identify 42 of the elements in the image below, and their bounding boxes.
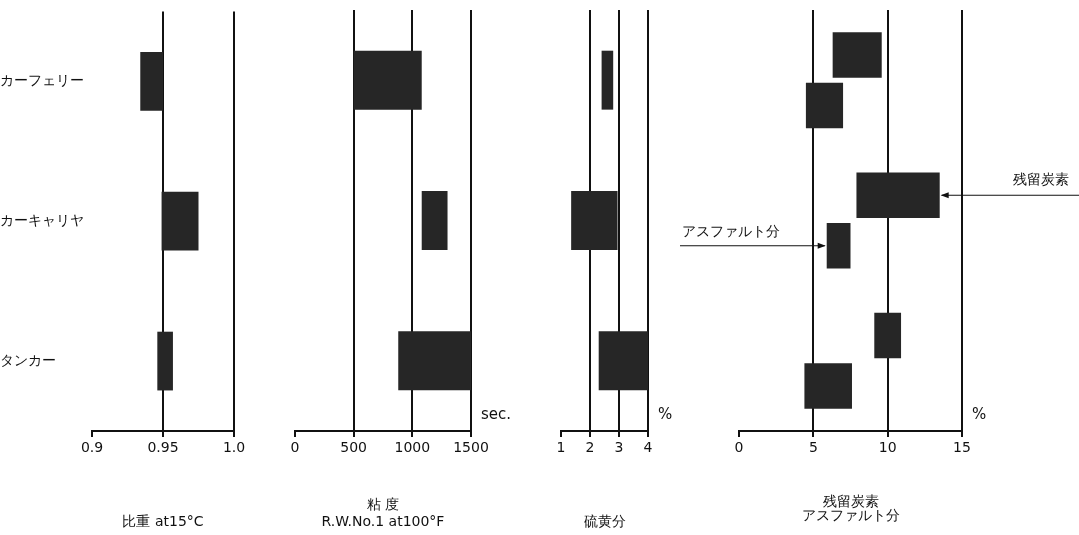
bar bbox=[161, 191, 199, 251]
y-tick-label: タンカー bbox=[0, 351, 56, 368]
bar bbox=[157, 331, 173, 391]
bar bbox=[804, 363, 852, 409]
bar bbox=[353, 50, 422, 110]
text: アスファルト分 bbox=[682, 223, 780, 240]
bar bbox=[571, 191, 618, 250]
y-tick-label: カーキャリヤ bbox=[0, 211, 84, 228]
bar bbox=[832, 32, 882, 78]
bar bbox=[874, 312, 902, 359]
x-tick-label: 3 bbox=[614, 439, 624, 456]
text: 残留炭素 bbox=[1013, 170, 1069, 187]
x-tick-label: 0.9 bbox=[80, 439, 104, 456]
x-tick-label: 10 bbox=[878, 439, 897, 456]
x-axis-title: 比重 at15°C bbox=[122, 513, 204, 530]
x-tick-label: 0 bbox=[290, 439, 300, 456]
text: % bbox=[658, 405, 673, 424]
text: sec. bbox=[481, 405, 512, 424]
x-tick-label: 5 bbox=[808, 439, 818, 456]
x-tick-label: 2 bbox=[585, 439, 595, 456]
x-tick-label: 15 bbox=[953, 439, 971, 456]
bar bbox=[398, 331, 471, 391]
x-tick-label: 1000 bbox=[394, 439, 431, 456]
x-tick-label: 4 bbox=[643, 439, 653, 456]
y-tick-label: カーフェリー bbox=[0, 71, 84, 88]
bar bbox=[421, 191, 448, 250]
bar bbox=[140, 51, 163, 111]
bar bbox=[826, 223, 851, 269]
x-tick-label: 0.95 bbox=[147, 439, 179, 456]
x-tick-label: 1.0 bbox=[222, 439, 246, 456]
bar bbox=[601, 50, 614, 110]
x-tick-label: 500 bbox=[340, 439, 368, 456]
x-tick-label: 1 bbox=[556, 439, 566, 456]
bar bbox=[856, 172, 940, 218]
x-axis-title: 硫黄分 bbox=[583, 513, 626, 530]
bar bbox=[598, 331, 648, 391]
x-tick-label: 1500 bbox=[453, 439, 489, 456]
x-axis-title: 粘 度 R.W.No.1 at100°F bbox=[321, 496, 445, 530]
x-tick-label: 0 bbox=[734, 439, 744, 456]
text: % bbox=[972, 405, 987, 424]
x-axis-title: 残留炭素 bbox=[822, 493, 879, 510]
bar bbox=[805, 82, 844, 129]
